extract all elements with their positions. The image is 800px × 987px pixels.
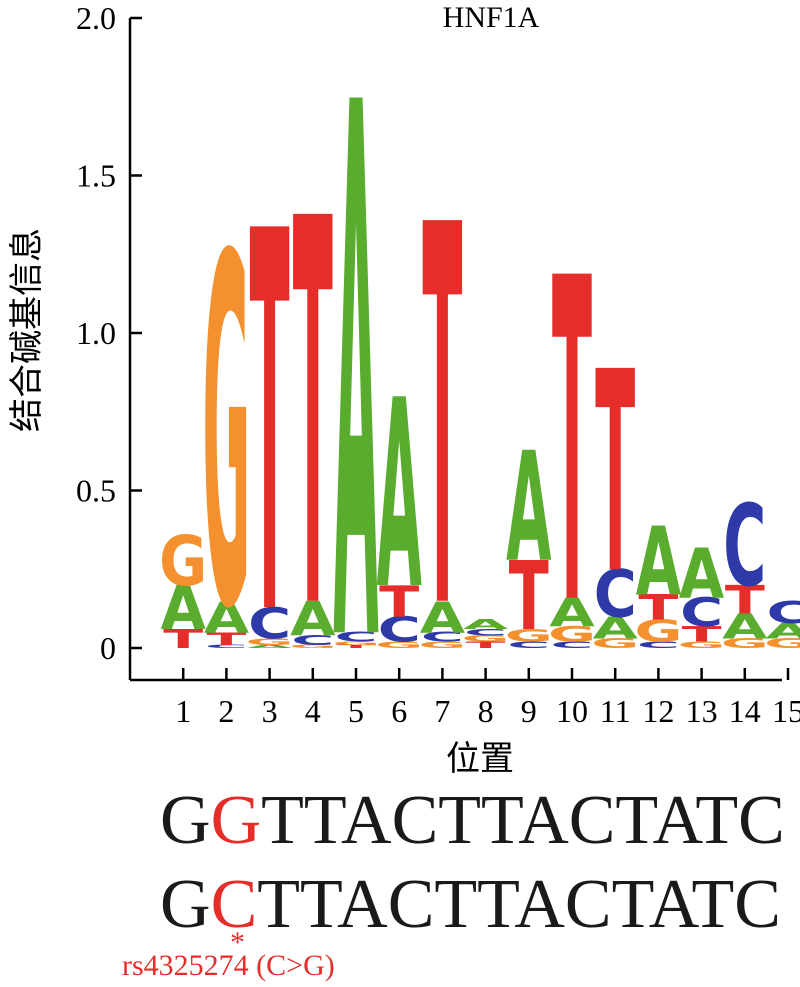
logo-letter-C: C (291, 633, 334, 648)
logo-letter-G: G (332, 641, 380, 646)
logo-letter-A: A (549, 590, 595, 635)
logo-letter-G: G (289, 644, 337, 649)
logo-letter-A: A (463, 618, 509, 633)
logo-letter-G: G (462, 634, 510, 644)
logo-letter-A: A (506, 421, 552, 596)
snp-marker: * (230, 926, 245, 959)
logo-letter-A: A (679, 535, 725, 615)
x-tick-label: 6 (391, 693, 407, 729)
y-tick-label: 2.0 (76, 0, 116, 36)
x-tick-label: 4 (305, 693, 321, 729)
x-tick-label: 2 (218, 693, 234, 729)
x-tick-label: 8 (478, 693, 494, 729)
logo-letter-T: T (250, 122, 290, 731)
axes: 00.51.01.52.01 2 3 4 5 6 7 8 9 10 11 12 13 14 15 (76, 0, 800, 729)
logo-letter-A: A (204, 593, 250, 643)
logo-letter-C: C (507, 640, 550, 650)
logo-letter-C: C (248, 599, 291, 649)
logo-letter-G: G (418, 640, 466, 650)
alt-variant-base: C (210, 866, 258, 943)
logo-letter-A: A (290, 591, 336, 647)
y-tick-label: 0 (100, 630, 116, 666)
logo-letter-G: G (721, 636, 769, 651)
snp-label: rs4325274 (C>G) (122, 949, 335, 982)
x-tick-label: 12 (642, 693, 674, 729)
y-axis-label: 结合碱基信息 (7, 228, 47, 432)
logo-letter-T: T (466, 640, 507, 650)
x-tick-label: 10 (556, 693, 588, 729)
logo-letter-T: T (638, 588, 678, 628)
x-tick-label: 3 (262, 693, 278, 729)
logo-letter-G: G (505, 626, 553, 646)
ref-seq-suffix: TTACTTACTATC (261, 782, 785, 859)
logo-letter-T: T (682, 622, 722, 647)
logo-letter-C: C (680, 590, 723, 635)
x-tick-label: 5 (348, 693, 364, 729)
x-axis-label: 位置 (446, 739, 514, 779)
logo-letter-G: G (246, 637, 294, 647)
logo-letter-T: T (552, 185, 592, 702)
logo-letter-T: T (206, 629, 247, 649)
logo-letter-T: T (595, 315, 635, 636)
logo-letter-C: C (637, 640, 680, 650)
logo-letter-G: G (548, 622, 596, 647)
logo-letter-G: G (764, 636, 800, 651)
logo-letter-C: C (205, 644, 248, 649)
logo-letter-T: T (509, 541, 549, 652)
logo-letter-C: C (421, 630, 464, 645)
logo-letter-C: C (723, 482, 766, 612)
logo-letter-C: C (464, 627, 507, 637)
logo-letter-T: T (422, 116, 462, 725)
logo-letter-T: T (379, 577, 419, 627)
logo-letter-A: A (636, 507, 681, 618)
x-tick-label: 1 (175, 693, 191, 729)
logo-letter-T: T (163, 624, 203, 654)
logo-letter-A: A (377, 346, 422, 647)
logo-letter-C: C (766, 595, 800, 630)
x-tick-label: 14 (729, 693, 761, 729)
logo-letter-T: T (336, 644, 377, 649)
logo-letter-A: A (333, 0, 379, 790)
alternate-sequence: GCTTACTTACTATC (160, 870, 781, 940)
logo-letter-C: C (378, 610, 421, 650)
logo-letter-G: G (634, 614, 682, 649)
alt-seq-prefix: G (160, 866, 211, 943)
ref-seq-prefix: G (160, 782, 211, 859)
reference-sequence: GGTTACTTACTATC (160, 786, 785, 856)
logo-letter-A: A (161, 574, 206, 644)
logo-letter-A: A (765, 619, 800, 644)
logo-letter-C: C (594, 557, 637, 632)
logo-letter-T: T (725, 577, 765, 622)
y-tick-label: 0.5 (76, 473, 116, 509)
x-tick-label: 15 (772, 693, 800, 729)
logo-letter-T: T (293, 110, 333, 727)
logo-letter-G: G (678, 640, 726, 650)
y-tick-label: 1.5 (76, 158, 116, 194)
logo-letter-C: C (550, 640, 593, 650)
y-tick-label: 1.0 (76, 315, 116, 351)
alt-seq-suffix: TTACTTACTATC (257, 866, 781, 943)
x-tick-label: 7 (434, 693, 450, 729)
sequence-logo-chart: HNF1A 结合碱基信息 位置 00.51.01.52.01 2 3 4 5 6 7 8 9 10… (7, 0, 800, 790)
x-tick-label: 11 (600, 693, 631, 729)
logo-letter-G: G (591, 636, 639, 651)
logo-letter-G: G (375, 640, 423, 650)
logo-letter-A: A (420, 593, 466, 643)
logo-letter-A: A (722, 607, 767, 647)
logo-letter-G: G (159, 522, 207, 602)
x-tick-label: 13 (686, 693, 718, 729)
logo-letter-C: C (334, 630, 377, 645)
logo-letter-G: G (202, 157, 250, 714)
x-tick-label: 9 (521, 693, 537, 729)
logo-letter-A: A (593, 611, 638, 646)
ref-variant-base: G (210, 782, 262, 859)
chart-title: HNF1A (443, 1, 540, 34)
logo-letter-A: A (247, 644, 292, 649)
